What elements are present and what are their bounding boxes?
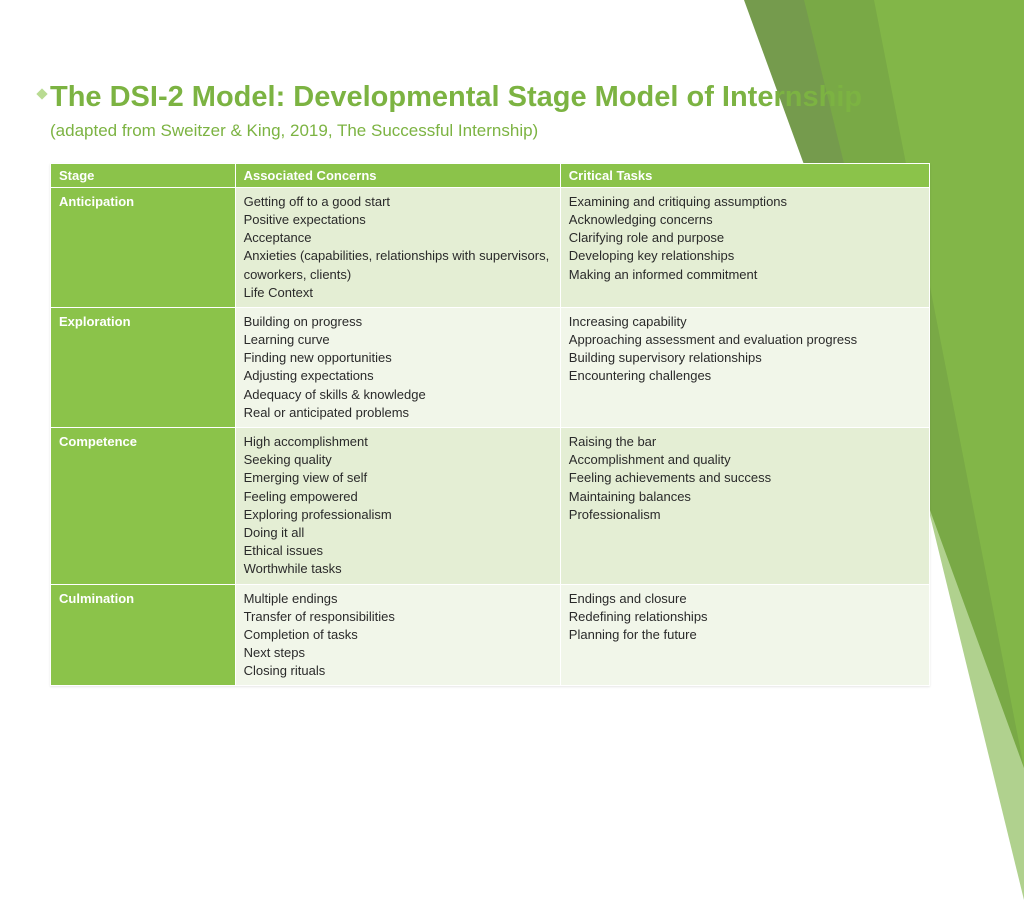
stage-cell: Culmination xyxy=(51,584,236,686)
tasks-cell: Examining and critiquing assumptionsAckn… xyxy=(560,187,929,307)
tasks-cell: Increasing capabilityApproaching assessm… xyxy=(560,307,929,427)
concerns-cell: Building on progressLearning curveFindin… xyxy=(235,307,560,427)
tasks-cell: Endings and closureRedefining relationsh… xyxy=(560,584,929,686)
table-row: Competence High accomplishmentSeeking qu… xyxy=(51,428,930,585)
column-header-stage: Stage xyxy=(51,163,236,187)
dsi-model-table: Stage Associated Concerns Critical Tasks… xyxy=(50,163,930,687)
table-row: Exploration Building on progressLearning… xyxy=(51,307,930,427)
stage-cell: Exploration xyxy=(51,307,236,427)
concerns-cell: Getting off to a good startPositive expe… xyxy=(235,187,560,307)
table-header-row: Stage Associated Concerns Critical Tasks xyxy=(51,163,930,187)
concerns-cell: High accomplishmentSeeking qualityEmergi… xyxy=(235,428,560,585)
slide-subtitle: (adapted from Sweitzer & King, 2019, The… xyxy=(50,121,974,141)
stage-cell: Competence xyxy=(51,428,236,585)
table-row: Anticipation Getting off to a good start… xyxy=(51,187,930,307)
concerns-cell: Multiple endingsTransfer of responsibili… xyxy=(235,584,560,686)
slide-content: The DSI-2 Model: Developmental Stage Mod… xyxy=(0,0,1024,726)
stage-cell: Anticipation xyxy=(51,187,236,307)
column-header-tasks: Critical Tasks xyxy=(560,163,929,187)
column-header-concerns: Associated Concerns xyxy=(235,163,560,187)
title-marker-icon xyxy=(36,88,47,99)
table-row: Culmination Multiple endingsTransfer of … xyxy=(51,584,930,686)
slide-title: The DSI-2 Model: Developmental Stage Mod… xyxy=(50,80,974,115)
tasks-cell: Raising the barAccomplishment and qualit… xyxy=(560,428,929,585)
